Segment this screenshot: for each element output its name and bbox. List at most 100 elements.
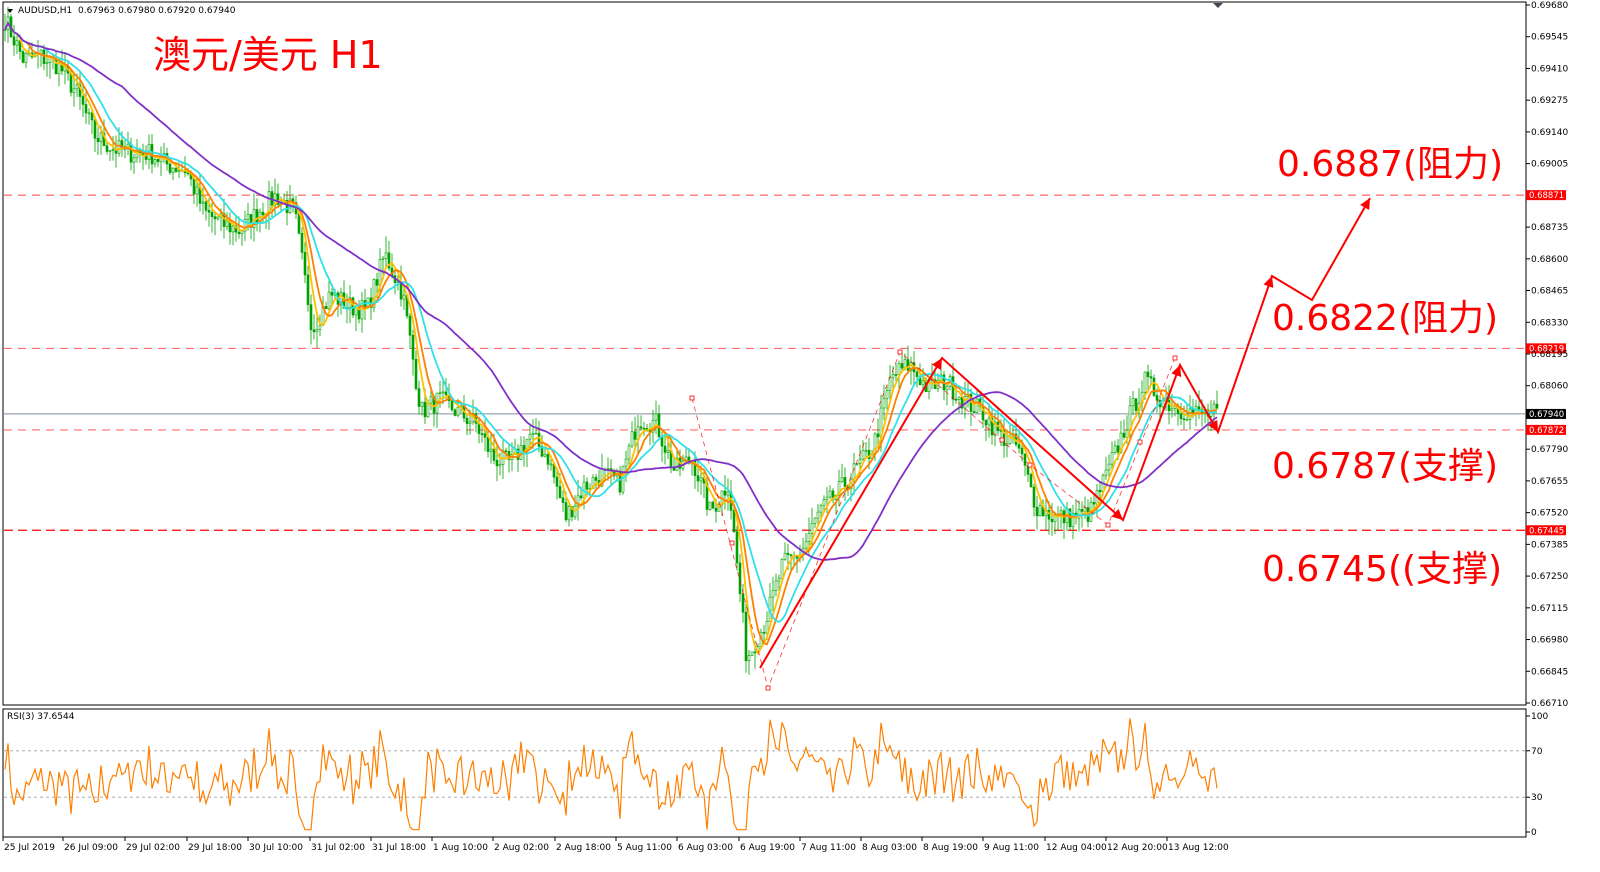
candle-body-151 (456, 406, 460, 416)
candle-body-78 (237, 231, 241, 235)
candle-body-66 (201, 201, 205, 204)
candle-body-256 (771, 590, 775, 598)
candle-body-164 (495, 460, 499, 467)
price-tick-label-15: 0.67385 (1531, 540, 1568, 550)
time-tick-label-3: 29 Jul 18:00 (188, 843, 242, 853)
candle-body-356 (1071, 512, 1075, 528)
candle-body-329 (990, 417, 994, 436)
candle-body-369 (1110, 452, 1114, 465)
candle-body-80 (243, 219, 247, 232)
candle-body-394 (1185, 419, 1189, 421)
candle-body-363 (1092, 501, 1096, 505)
candle-body-56 (171, 167, 175, 173)
candle-body-76 (231, 225, 235, 233)
candle-body-104 (315, 329, 319, 333)
candle-body-100 (303, 252, 307, 276)
candle-body-136 (411, 334, 415, 360)
candle-body-339 (1020, 447, 1024, 455)
candle-body-235 (708, 501, 712, 510)
candle-body-139 (420, 401, 424, 407)
candle-body-332 (999, 430, 1003, 432)
candle-body-127 (384, 252, 388, 259)
candle-body-137 (414, 358, 418, 389)
candle-body-327 (984, 419, 988, 426)
ma-40-line (4, 21, 1218, 561)
candle-body-86 (261, 211, 265, 216)
time-tick-label-5: 31 Jul 02:00 (311, 843, 365, 853)
candle-body-278 (837, 481, 841, 496)
candle-body-178 (537, 432, 541, 447)
candle-body-301 (906, 359, 910, 371)
price-tick-label-9: 0.68330 (1531, 318, 1568, 328)
candle-body-258 (777, 577, 781, 582)
candle-body-150 (453, 409, 457, 416)
candle-body-101 (306, 274, 310, 305)
candle-body-342 (1029, 474, 1033, 488)
candle-body-299 (900, 363, 904, 369)
scroll-marker-icon[interactable] (1213, 3, 1223, 8)
candle-body-107 (324, 306, 328, 310)
candle-body-28 (87, 112, 91, 115)
candle-body-181 (546, 453, 550, 465)
candle-body-117 (354, 307, 358, 316)
candle-body-182 (549, 463, 553, 466)
level-tag-label-1: 0.68219 (1529, 344, 1564, 354)
time-tick-label-0: 25 Jul 2019 (4, 843, 55, 853)
candle-body-175 (528, 434, 532, 440)
candle-body-77 (234, 225, 238, 233)
time-tick-label-15: 8 Aug 19:00 (923, 843, 978, 853)
candle-body-208 (627, 445, 631, 460)
candle-body-145 (438, 392, 442, 395)
candle-body-192 (579, 495, 583, 499)
time-tick-label-17: 12 Aug 04:00 (1046, 843, 1107, 853)
level-tag-label-3: 0.67872 (1529, 426, 1564, 436)
candle-body-237 (714, 507, 718, 512)
forecast-zigzag (759, 197, 1371, 669)
time-axis: 25 Jul 2019 26 Jul 09:00 29 Jul 02:00 29 Ju… (2, 837, 1229, 853)
candle-body-328 (987, 417, 991, 426)
price-tick-label-20: 0.66710 (1531, 699, 1568, 709)
candle-body-257 (774, 580, 778, 591)
candle-body-103 (312, 329, 316, 333)
time-tick-label-4: 30 Jul 10:00 (249, 843, 303, 853)
candle-body-31 (96, 137, 100, 143)
rsi-tick-label-2: 30 (1531, 793, 1543, 803)
candle-body-246 (741, 593, 745, 613)
candle-body-267 (804, 541, 808, 549)
candle-body-324 (975, 398, 979, 413)
candle-body-109 (330, 291, 334, 296)
collapse-triangle-icon[interactable] (7, 9, 13, 13)
candle-body-280 (843, 477, 847, 487)
candle-body-27 (84, 104, 88, 114)
candle-body-112 (339, 292, 343, 305)
candle-body-155 (468, 421, 472, 424)
candle-body-24 (75, 84, 79, 90)
rsi-tick-label-1: 70 (1531, 747, 1543, 757)
candle-body-69 (210, 211, 214, 217)
candle-body-207 (624, 458, 628, 467)
candle-body-58 (177, 170, 181, 172)
level-label-4: 0.6745((支撑) (1262, 549, 1502, 590)
fractal-marker-7 (1137, 439, 1143, 445)
candle-body-35 (108, 150, 112, 152)
candle-body-180 (543, 453, 547, 457)
candle-body-142 (429, 396, 433, 404)
time-tick-label-8: 2 Aug 02:00 (494, 843, 549, 853)
candle-body-194 (585, 481, 589, 490)
candle-body-160 (483, 433, 487, 438)
candle-body-191 (576, 495, 580, 507)
fractal-marker-4 (999, 437, 1005, 443)
candle-body-165 (498, 463, 502, 467)
time-tick-label-14: 8 Aug 03:00 (862, 843, 917, 853)
level-tag-label-4: 0.67445 (1529, 526, 1564, 536)
rsi-tick-label-3: 0 (1531, 828, 1537, 838)
price-tick-label-0: 0.69680 (1531, 1, 1568, 11)
candle-body-344 (1035, 506, 1039, 517)
candle-body-64 (195, 186, 199, 195)
candle-body-98 (297, 213, 301, 234)
level-tag-1 (1526, 343, 1566, 354)
candle-body-338 (1017, 444, 1021, 449)
price-tick-label-12: 0.67790 (1531, 445, 1568, 455)
candle-body-68 (207, 209, 211, 213)
